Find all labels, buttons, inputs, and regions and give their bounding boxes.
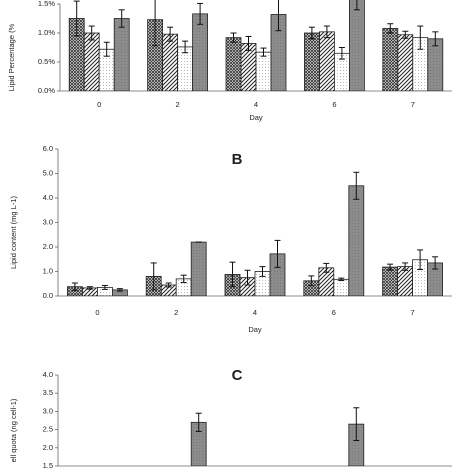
error-bar — [323, 262, 330, 273]
y-tick-label: 0.5% — [38, 57, 55, 66]
error-bar — [118, 9, 125, 28]
error-bar — [417, 25, 424, 50]
y-tick-label: 3.0 — [43, 406, 53, 415]
bar — [382, 266, 399, 296]
error-bar — [195, 412, 202, 432]
error-bar — [402, 262, 409, 271]
x-tick-label: 6 — [332, 100, 336, 109]
x-axis-label: Day — [248, 325, 262, 334]
error-bar — [338, 47, 345, 60]
bar — [318, 31, 335, 91]
bar — [348, 185, 365, 296]
y-tick-label: 4.0 — [43, 370, 53, 379]
y-axis-label: Lipid content (mg L-1) — [9, 196, 18, 269]
error-bar — [150, 262, 157, 291]
x-tick-label: 7 — [411, 100, 415, 109]
bar — [225, 37, 242, 91]
y-tick-label: 1.5 — [43, 461, 53, 470]
x-tick-label: 0 — [97, 100, 101, 109]
y-tick-label: 3.0 — [43, 217, 53, 226]
error-bar — [116, 288, 123, 292]
error-bar — [245, 35, 252, 51]
error-bar — [86, 286, 93, 290]
error-bar — [180, 274, 187, 284]
bar — [255, 51, 272, 91]
y-tick-label: 1.0% — [38, 28, 55, 37]
bar — [192, 13, 209, 91]
error-bar — [353, 407, 360, 442]
error-bar — [152, 0, 159, 47]
bar — [382, 27, 399, 91]
error-bar — [308, 275, 315, 287]
error-bar — [353, 0, 360, 11]
error-bar — [323, 25, 330, 39]
error-bar — [432, 256, 439, 270]
bar — [333, 278, 350, 296]
y-tick-label: 2.0 — [43, 443, 53, 452]
error-bar — [88, 25, 95, 41]
error-bar — [338, 277, 345, 282]
error-bar — [402, 30, 409, 39]
error-bar — [353, 171, 360, 200]
bar — [83, 32, 100, 91]
bar — [427, 38, 444, 91]
x-tick-label: 7 — [411, 308, 415, 317]
y-tick-label: 1.0 — [43, 266, 53, 275]
error-bar — [274, 239, 281, 268]
y-tick-label: 2.5 — [43, 425, 53, 434]
error-bar — [417, 249, 424, 271]
bar — [162, 33, 179, 91]
y-axis-label: Lipid Percentage (% — [7, 23, 16, 91]
error-bar — [259, 266, 266, 277]
error-bar — [432, 31, 439, 47]
error-bar — [165, 282, 172, 288]
y-tick-label: 2.0 — [43, 242, 53, 251]
y-tick-label: 1.5% — [38, 0, 55, 8]
x-tick-label: 2 — [176, 100, 180, 109]
error-bar — [71, 282, 78, 291]
error-bar — [101, 284, 108, 290]
panel-title: C — [232, 367, 243, 384]
error-bar — [387, 23, 394, 34]
x-tick-label: 0 — [95, 308, 99, 317]
bar — [190, 241, 207, 296]
bar — [113, 18, 130, 91]
error-bar — [73, 0, 80, 37]
y-tick-label: 3.5 — [43, 388, 53, 397]
bars — [190, 407, 365, 466]
bars — [67, 171, 444, 296]
x-tick-label: 6 — [332, 308, 336, 317]
error-bar — [275, 0, 282, 32]
x-tick-label: 4 — [254, 100, 258, 109]
error-bar — [197, 2, 204, 25]
bar — [177, 46, 194, 91]
y-axis-label: ell quota (ng cell-1) — [9, 398, 18, 462]
x-axis-label: Day — [249, 113, 263, 122]
error-bar — [230, 32, 237, 43]
y-tick-label: 0.0 — [43, 291, 53, 300]
x-tick-label: 2 — [174, 308, 178, 317]
error-bar — [229, 261, 236, 288]
y-tick-label: 0.0% — [38, 86, 55, 95]
bar — [397, 266, 414, 296]
error-bar — [308, 26, 315, 40]
error-bar — [103, 41, 110, 57]
bar — [397, 34, 414, 91]
error-bar — [182, 40, 189, 54]
bar — [303, 32, 320, 91]
bars — [68, 0, 444, 91]
x-tick-label: 4 — [253, 308, 257, 317]
error-bar — [167, 26, 174, 42]
y-tick-label: 6.0 — [43, 144, 53, 153]
error-bar — [260, 47, 267, 57]
error-bar — [244, 269, 251, 286]
y-tick-label: 5.0 — [43, 168, 53, 177]
error-bar — [387, 263, 394, 271]
bar — [348, 0, 365, 91]
y-tick-label: 4.0 — [43, 193, 53, 202]
panel-title: B — [232, 151, 243, 168]
